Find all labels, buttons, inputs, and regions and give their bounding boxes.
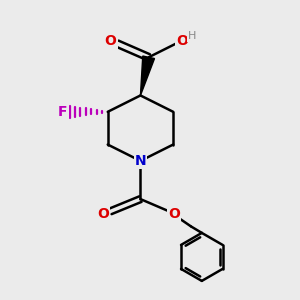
Text: O: O xyxy=(176,34,188,48)
Text: O: O xyxy=(168,206,180,220)
Polygon shape xyxy=(140,56,154,95)
Text: H: H xyxy=(188,31,196,41)
Text: O: O xyxy=(97,206,109,220)
Text: F: F xyxy=(58,105,68,119)
Text: N: N xyxy=(135,154,146,168)
Text: O: O xyxy=(104,34,116,48)
